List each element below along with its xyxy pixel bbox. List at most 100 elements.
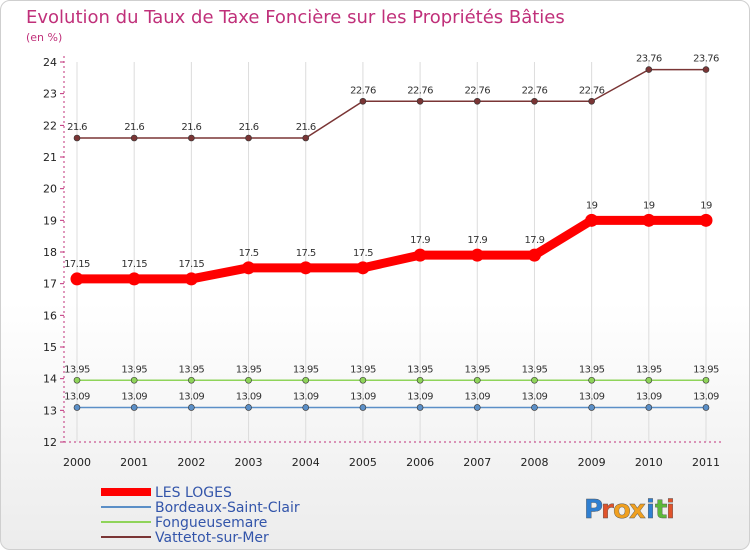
data-point	[588, 404, 595, 411]
axes: 12 13 14 15 16 17 18 19 20 21 22 23 24 2000 2001 2002 20…	[43, 56, 721, 469]
data-label: 22.76	[464, 85, 490, 96]
data-point	[413, 248, 427, 262]
logo-letter: t	[655, 495, 667, 525]
logo-letter: x	[629, 495, 646, 525]
data-label: 13.09	[636, 391, 662, 402]
y-tick-label: 15	[43, 341, 57, 354]
series-line-3	[76, 68, 707, 139]
proxiti-logo: Pr ox i ti	[584, 495, 675, 525]
y-tick-label: 20	[43, 183, 57, 196]
data-labels: 13.09 13.09 13.09 13.09 13.09 13.09 13.09 13.09…	[64, 54, 719, 403]
data-point	[130, 134, 138, 142]
data-point	[585, 213, 599, 227]
logo-letter: i	[646, 495, 655, 525]
data-point	[470, 248, 484, 262]
data-label: 17.5	[239, 248, 259, 259]
logo-letter: o	[613, 495, 631, 525]
data-label: 22.76	[407, 85, 433, 96]
legend-label-3: Vattetot-sur-Mer	[155, 530, 269, 546]
x-tick-label: 2011	[692, 456, 720, 469]
data-label: 22.76	[522, 85, 548, 96]
data-point	[473, 376, 481, 384]
data-point	[130, 376, 138, 384]
y-tick-label: 13	[43, 404, 57, 417]
x-tick-label: 2000	[63, 456, 91, 469]
data-label: 17.15	[179, 259, 205, 270]
data-label: 13.95	[407, 364, 433, 375]
data-label: 13.09	[522, 391, 548, 402]
data-label: 13.09	[464, 391, 490, 402]
unit-label: (en %)	[26, 31, 62, 44]
grid	[76, 62, 707, 442]
x-tick-label: 2007	[463, 456, 491, 469]
data-label: 17.9	[525, 235, 545, 246]
data-point	[645, 66, 653, 73]
data-point	[242, 261, 256, 275]
data-point	[188, 404, 195, 411]
x-tick-label: 2006	[406, 456, 434, 469]
x-tick-label: 2005	[349, 456, 377, 469]
data-label: 19	[700, 200, 712, 211]
data-point	[184, 272, 198, 286]
data-point	[302, 376, 310, 384]
data-label: 22.76	[579, 85, 605, 96]
data-label: 13.95	[293, 364, 319, 375]
data-label: 17.9	[410, 235, 430, 246]
data-label: 13.09	[64, 391, 90, 402]
x-tick-label: 2003	[235, 456, 263, 469]
data-point	[531, 376, 538, 384]
x-tick-label: 2008	[520, 456, 548, 469]
data-point	[702, 376, 710, 384]
data-point	[188, 134, 195, 142]
data-point	[416, 404, 424, 411]
data-label: 17.15	[64, 259, 90, 270]
x-tick-label: 2004	[292, 456, 320, 469]
data-label: 21.6	[239, 122, 259, 133]
data-label: 19	[586, 200, 598, 211]
data-point	[245, 376, 252, 384]
logo-letter: P	[584, 495, 603, 525]
data-point	[645, 376, 653, 384]
data-point	[702, 66, 710, 73]
data-point	[73, 404, 81, 411]
data-point	[73, 134, 81, 142]
data-point	[245, 404, 252, 411]
y-tick-label: 22	[43, 119, 57, 132]
x-tick-label: 2002	[177, 456, 205, 469]
data-label: 17.9	[467, 235, 487, 246]
chart-title: Evolution du Taux de Taxe Foncière sur l…	[26, 7, 565, 28]
data-label: 13.95	[64, 364, 90, 375]
data-point	[531, 404, 538, 411]
data-point	[588, 376, 595, 384]
data-point	[245, 134, 252, 142]
y-tick-label: 14	[43, 373, 57, 386]
data-point	[702, 404, 710, 411]
data-point	[527, 248, 541, 262]
data-label: 13.09	[179, 391, 205, 402]
logo-letter: i	[666, 495, 675, 525]
data-label: 21.6	[296, 122, 316, 133]
data-label: 13.95	[693, 364, 719, 375]
data-label: 17.5	[353, 248, 373, 259]
data-point	[188, 376, 195, 384]
data-label: 13.95	[236, 364, 262, 375]
data-point	[359, 376, 367, 384]
data-point	[645, 404, 653, 411]
data-label: 19	[643, 200, 655, 211]
data-label: 13.95	[636, 364, 662, 375]
data-point	[130, 404, 138, 411]
data-point	[473, 404, 481, 411]
data-point	[531, 97, 538, 105]
data-point	[70, 272, 84, 286]
logo-letter: r	[601, 495, 614, 525]
data-label: 13.09	[693, 391, 719, 402]
data-point	[299, 261, 313, 275]
data-label: 21.6	[181, 122, 201, 133]
legend-label-2: Fongueusemare	[155, 515, 267, 531]
x-tick-label: 2009	[578, 456, 606, 469]
x-tick-label: 2010	[635, 456, 663, 469]
data-label: 13.95	[179, 364, 205, 375]
data-point	[473, 97, 481, 105]
data-point	[416, 376, 424, 384]
